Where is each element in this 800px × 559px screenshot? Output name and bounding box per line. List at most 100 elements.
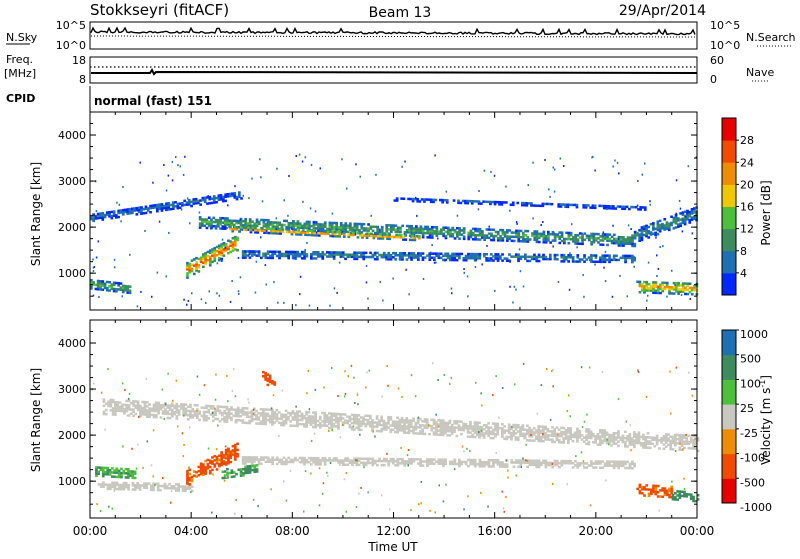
power-speckle — [571, 223, 573, 225]
power-cell — [579, 232, 582, 235]
power-cell — [363, 234, 366, 237]
power-cell — [326, 228, 329, 231]
velocity-cell — [547, 428, 550, 431]
power-speckle — [311, 164, 313, 166]
velocity-cell — [592, 462, 595, 465]
velocity-cell — [292, 459, 295, 462]
power-speckle — [476, 259, 478, 261]
velocity-cell — [333, 457, 336, 460]
velocity-cell — [483, 424, 486, 427]
velocity-cell — [135, 404, 138, 407]
power-speckle — [299, 293, 301, 295]
velocity-speckle — [309, 408, 311, 410]
velocity-cell — [478, 422, 481, 425]
power-speckle — [682, 230, 684, 232]
power-cell — [397, 254, 400, 257]
velocity-speckle — [626, 421, 628, 423]
velocity-cell — [364, 419, 367, 422]
power-speckle — [435, 262, 437, 264]
velocity-cell — [487, 426, 490, 429]
power-speckle — [157, 272, 159, 274]
velocity-speckle — [590, 504, 592, 506]
power-cell — [111, 215, 114, 218]
velocity-cell — [608, 460, 611, 463]
power-cell — [444, 253, 447, 256]
velocity-cell — [654, 445, 657, 448]
velocity-speckle — [357, 392, 359, 394]
velocity-cell — [438, 458, 441, 461]
power-speckle — [238, 257, 240, 259]
velocity-cell — [651, 436, 654, 439]
velocity-speckle — [366, 371, 368, 373]
power-cell — [215, 197, 218, 200]
velocity-cell — [643, 494, 646, 497]
velocity-cell — [597, 443, 600, 446]
velocity-cell — [588, 464, 591, 467]
power-cell — [691, 216, 694, 219]
power-cell — [101, 212, 104, 215]
power-speckle — [300, 276, 302, 278]
velocity-cell — [166, 411, 169, 414]
power-speckle — [243, 195, 245, 197]
velocity-cell — [562, 427, 565, 430]
power-speckle — [634, 266, 636, 268]
power-cell — [539, 205, 542, 208]
velocity-cell — [376, 460, 379, 463]
power-speckle — [216, 225, 218, 227]
power-cell — [652, 222, 655, 225]
power-cell — [234, 248, 237, 251]
velocity-cell — [194, 404, 197, 407]
velocity-cell — [237, 419, 240, 422]
power-cell — [520, 240, 523, 243]
power-cell — [613, 255, 616, 258]
power-speckle — [186, 304, 188, 306]
velocity-cell — [342, 417, 345, 420]
velocity-cell — [648, 493, 651, 496]
velocity-cell — [132, 482, 135, 485]
power-cell — [253, 223, 256, 226]
power-cell — [558, 235, 561, 238]
velocity-cell — [310, 457, 313, 460]
power-cell — [308, 221, 311, 224]
velocity-cell — [631, 467, 634, 470]
velocity-speckle — [421, 502, 423, 504]
velocity-cell — [371, 419, 374, 422]
velocity-cell — [119, 401, 122, 404]
velocity-cell — [97, 471, 100, 474]
velocity-speckle — [251, 466, 253, 468]
velocity-cell — [424, 433, 427, 436]
power-speckle — [478, 208, 480, 210]
power-cell — [440, 257, 443, 260]
velocity-speckle — [583, 465, 585, 467]
power-speckle — [576, 246, 578, 248]
power-cell — [511, 236, 514, 239]
power-speckle — [276, 217, 278, 219]
power-cell — [631, 234, 634, 237]
velocity-speckle — [523, 363, 525, 365]
velocity-cell — [504, 463, 507, 466]
velocity-speckle — [387, 385, 389, 387]
power-cell — [117, 210, 120, 213]
power-cell — [543, 231, 546, 234]
velocity-cell — [467, 435, 470, 438]
velocity-cell — [655, 485, 658, 488]
velocity-cell — [189, 410, 192, 413]
velocity-speckle — [449, 383, 451, 385]
velocity-cell — [683, 434, 686, 437]
power-speckle — [653, 233, 655, 235]
power-cell — [357, 232, 360, 235]
power-speckle — [216, 292, 218, 294]
velocity-cell — [248, 416, 251, 419]
power-speckle — [166, 190, 168, 192]
power-cell — [272, 228, 275, 231]
velocity-cell — [645, 484, 648, 487]
velocity-speckle — [322, 493, 324, 495]
velocity-cell — [110, 399, 113, 402]
velocity-cell — [492, 429, 495, 432]
power-cell — [255, 250, 258, 253]
power-cell — [576, 204, 579, 207]
power-cell — [435, 199, 438, 202]
velocity-cell — [601, 440, 604, 443]
velocity-cell — [145, 482, 148, 485]
power-cell — [645, 281, 648, 284]
